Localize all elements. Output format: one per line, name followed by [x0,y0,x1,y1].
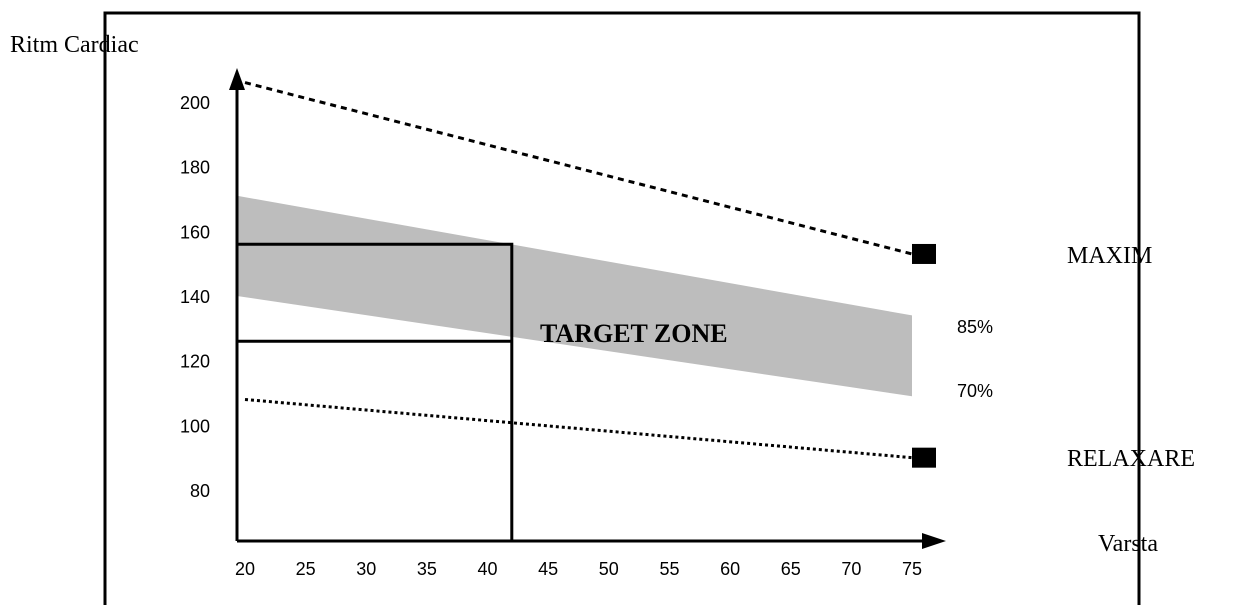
band-lower-label: 70% [957,381,993,401]
x-tick-label: 30 [356,559,376,579]
y-tick-label: 80 [190,481,210,501]
x-tick-label: 70 [841,559,861,579]
series-line-relaxare [244,397,913,460]
x-axis-arrow [922,533,946,549]
y-tick-label: 140 [180,287,210,307]
series-marker-relaxare [912,447,936,468]
y-axis-label: Ritm Cardiac [10,32,139,58]
target-zone-band [237,195,912,397]
x-tick-label: 25 [296,559,316,579]
x-axis-label: Varsta [1098,531,1158,557]
x-tick-label: 50 [599,559,619,579]
x-tick-label: 60 [720,559,740,579]
target-zone-label: TARGET ZONE [540,319,728,348]
y-tick-label: 120 [180,352,210,372]
band-upper-label: 85% [957,317,993,337]
y-tick-label: 180 [180,158,210,178]
y-tick-label: 100 [180,416,210,436]
series-line-maxim [244,81,913,256]
chart-frame [103,11,1141,605]
example-upper-guide [237,242,514,541]
max-series-label: MAXIM [1067,243,1152,269]
x-tick-label: 45 [538,559,558,579]
y-axis-arrow [229,68,245,90]
relax-series-label: RELAXARE [1067,446,1195,472]
x-tick-label: 65 [781,559,801,579]
x-tick-label: 35 [417,559,437,579]
y-tick-label: 200 [180,93,210,113]
x-tick-label: 55 [659,559,679,579]
x-tick-label: 75 [902,559,922,579]
x-tick-label: 40 [478,559,498,579]
series-marker-maxim [912,243,936,264]
x-tick-label: 20 [235,559,255,579]
y-tick-label: 160 [180,222,210,242]
